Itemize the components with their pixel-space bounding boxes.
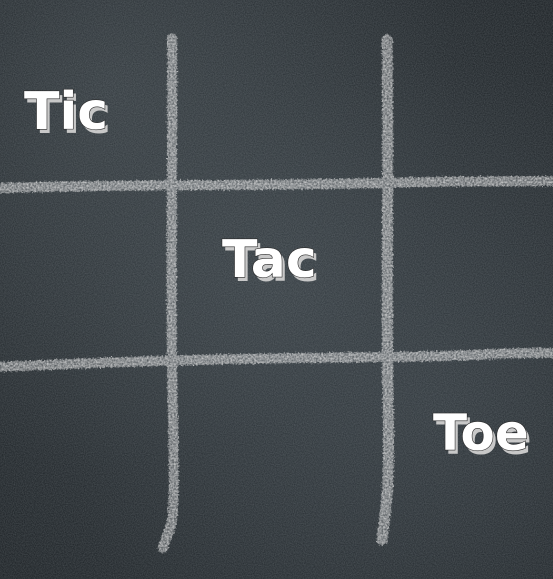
- svg-text:Tac: Tac: [225, 234, 320, 294]
- grid-line-vertical-left: [158, 33, 179, 553]
- word-tac: Tac: [222, 230, 317, 290]
- svg-text:Tic: Tic: [27, 86, 111, 146]
- grid-line-horizontal-top: [0, 176, 553, 193]
- cell-center[interactable]: Tac Tac: [221, 229, 320, 294]
- cell-top-left[interactable]: Tic Tic: [23, 81, 111, 146]
- word-tic: Tic: [24, 82, 108, 142]
- grid-line-horizontal-bottom: [0, 347, 553, 372]
- word-toe: Toe: [433, 404, 529, 462]
- grid-line-vertical-right: [376, 34, 395, 546]
- cell-bottom-right[interactable]: Toe Toe: [432, 403, 532, 466]
- svg-text:Toe: Toe: [436, 408, 532, 466]
